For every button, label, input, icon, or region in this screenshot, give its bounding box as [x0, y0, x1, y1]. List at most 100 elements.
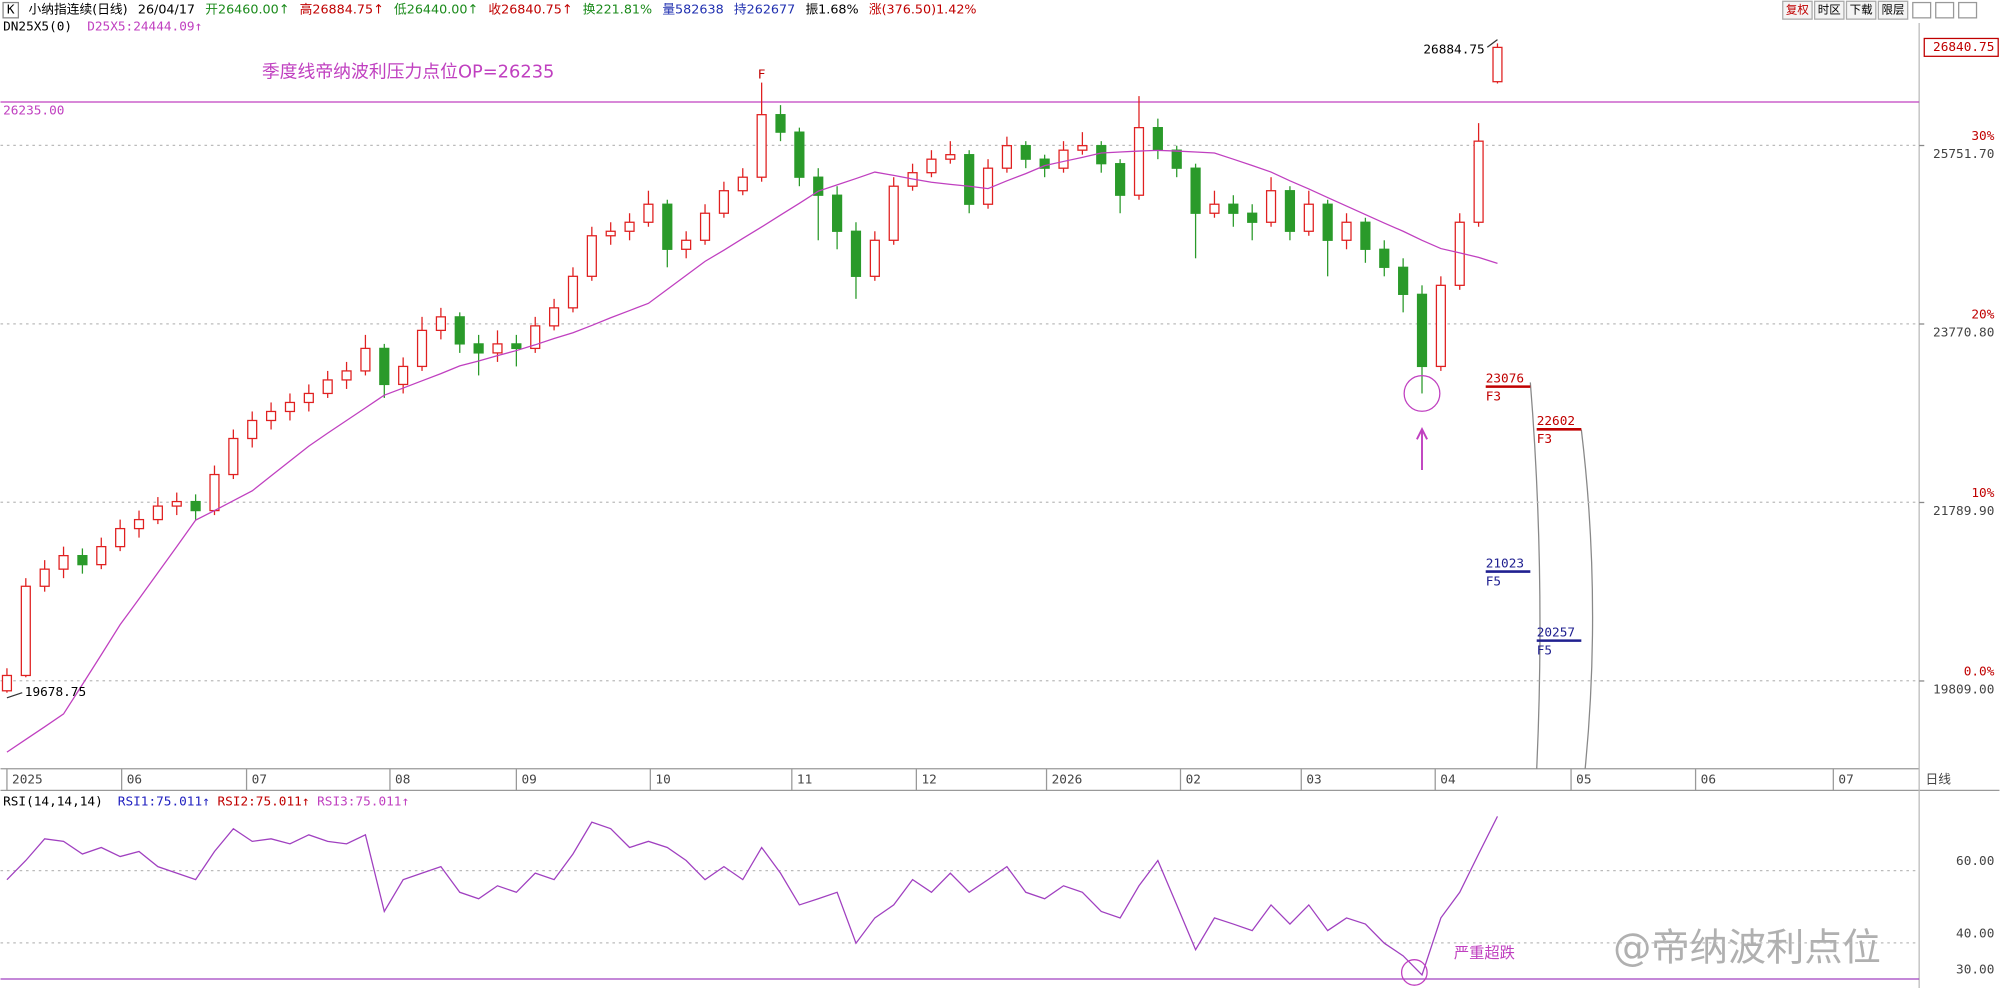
- candle-body: [39, 568, 50, 587]
- y-tick-label: 40.00: [1956, 926, 1994, 941]
- candle-body: [115, 527, 126, 548]
- candle-body: [152, 505, 163, 521]
- toolbar-button-label[interactable]: 限层: [1882, 3, 1905, 17]
- candle-body: [1322, 203, 1333, 241]
- toolbar-button-label[interactable]: 下载: [1850, 3, 1873, 17]
- indicator-name: DN25X5(0): [3, 19, 72, 34]
- resistance-label: 26235.00: [3, 103, 64, 118]
- candle-body: [1077, 145, 1088, 151]
- toolbar-button[interactable]: [1845, 0, 1877, 20]
- x-tick-label: 2025: [12, 773, 43, 788]
- candle-body: [945, 154, 956, 160]
- candle-body: [96, 545, 107, 566]
- y2-tick-label: 30%: [1971, 129, 1994, 144]
- candle-body: [473, 343, 484, 354]
- candle-body: [1133, 127, 1145, 196]
- candle-body: [284, 401, 296, 413]
- rsi-title: RSI(14,14,14): [3, 794, 103, 809]
- candle-body: [58, 554, 69, 570]
- candle-body: [1228, 203, 1239, 214]
- candle-body: [1096, 145, 1107, 165]
- candle-body: [228, 437, 239, 476]
- toolbar-button-label[interactable]: 时区: [1818, 3, 1841, 17]
- candle-body: [1416, 293, 1428, 368]
- candle-body: [1058, 149, 1069, 169]
- candle-body: [511, 343, 522, 350]
- candle-body: [850, 230, 862, 277]
- candle-body: [20, 585, 31, 677]
- high-pointer: [1486, 39, 1498, 48]
- toolbar-button[interactable]: [1813, 0, 1845, 20]
- y2-tick-label: 0.0%: [1964, 664, 1995, 679]
- candle-body: [435, 316, 446, 332]
- candle-body: [643, 203, 654, 223]
- y-tick-label: 60.00: [1956, 854, 1994, 869]
- candle-body: [1398, 266, 1409, 295]
- legend-entry: RSI3:75.011↑: [317, 794, 409, 809]
- header-item: 小纳指连续(日线): [29, 2, 128, 18]
- target-label: 22602: [1537, 414, 1575, 429]
- legend-entry: RSI2:75.011↑: [217, 794, 309, 809]
- window-button[interactable]: [1935, 1, 1955, 19]
- candle-body: [133, 518, 145, 530]
- x-tick-label: 02: [1186, 773, 1201, 788]
- candle-body: [322, 379, 333, 395]
- candle-body: [1209, 203, 1220, 214]
- y-tick-label: 19809.00: [1933, 682, 1994, 697]
- candle-body: [624, 221, 635, 232]
- last-price-label: 26840.75: [1933, 40, 1994, 55]
- candle-body: [869, 239, 880, 277]
- target-tag: F5: [1486, 574, 1501, 589]
- x-tick-label: 06: [127, 773, 142, 788]
- candle-body: [982, 167, 994, 205]
- candle-body: [1152, 127, 1163, 151]
- candle-body: [247, 419, 258, 440]
- target-label: 23076: [1486, 371, 1524, 386]
- candle-body: [1303, 203, 1314, 232]
- header-item: 涨(376.50)1.42%: [869, 3, 977, 18]
- low-circle: [1403, 374, 1441, 412]
- toolbar-button[interactable]: [1877, 0, 1909, 20]
- header-item: 持262677: [734, 3, 795, 18]
- low-pointer: [6, 692, 23, 699]
- candle-body: [548, 307, 560, 327]
- x-tick-label: 08: [395, 773, 410, 788]
- candle-body: [303, 392, 314, 404]
- oversold-note: 严重超跌: [1454, 944, 1515, 962]
- candle-body: [699, 212, 711, 241]
- watermark: @帝纳波利点位: [1613, 926, 1881, 970]
- candle-body: [454, 316, 465, 345]
- x-tick-label: 07: [252, 773, 267, 788]
- high-label: 26884.75: [1423, 42, 1484, 57]
- candle-body: [1, 674, 13, 692]
- x-tick-label: 12: [921, 773, 936, 788]
- peak-marker: F: [758, 67, 766, 82]
- candle-body: [1492, 46, 1503, 83]
- candle-body: [360, 347, 371, 372]
- window-button[interactable]: [1912, 1, 1932, 19]
- candle-body: [1020, 145, 1031, 160]
- candle-body: [530, 325, 541, 350]
- low-label: 19678.75: [25, 685, 86, 700]
- target-label: 21023: [1486, 556, 1524, 571]
- window-button[interactable]: [1958, 1, 1978, 19]
- x-tick-label: 03: [1306, 773, 1321, 788]
- toolbar-button[interactable]: [1782, 0, 1813, 20]
- candle-body: [567, 275, 579, 309]
- y-tick-label: 30.00: [1956, 963, 1994, 978]
- candle-body: [832, 194, 843, 232]
- target-tag: F3: [1537, 432, 1552, 447]
- indicator-value: D25X5:24444.09↑: [87, 19, 202, 34]
- candle-body: [171, 500, 182, 507]
- toolbar-button-label[interactable]: 复权: [1786, 3, 1809, 17]
- candle-body: [1115, 163, 1126, 196]
- icon-box: [2, 1, 20, 19]
- candle-body: [379, 347, 390, 386]
- candle-body: [681, 239, 692, 250]
- header-item: 换221.81%: [583, 3, 652, 18]
- y2-tick-label: 10%: [1971, 486, 1994, 501]
- candle-body: [1247, 212, 1258, 223]
- candle-body: [77, 554, 88, 566]
- candle-body: [1190, 167, 1201, 214]
